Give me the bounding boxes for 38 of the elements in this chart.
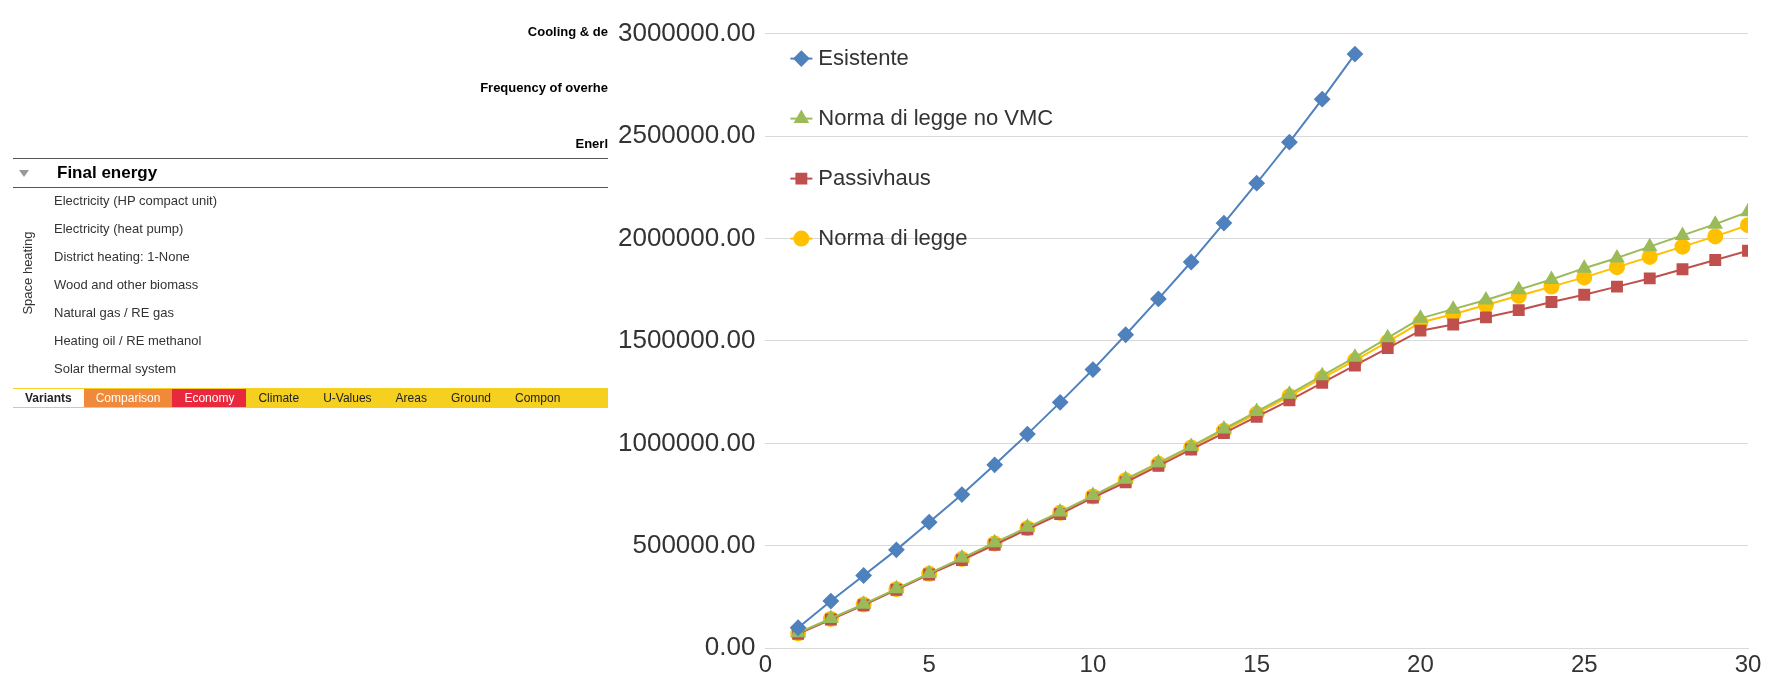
- legend-label: Passivhaus: [818, 164, 931, 190]
- x-tick-label: 0: [758, 650, 773, 678]
- legend-label: Esistente: [818, 44, 909, 70]
- text: District heating: 1-None: [54, 249, 191, 266]
- legend-label: Norma di legge no VMC: [818, 104, 1054, 130]
- y-tick-label: 3000000.00: [617, 16, 756, 47]
- text: Enerl: [575, 136, 608, 151]
- x-tick-label: 25: [1570, 650, 1598, 678]
- y-tick-label: 2000000.00: [617, 221, 756, 252]
- x-tick-label: 20: [1407, 650, 1434, 678]
- text: Final energy: [57, 163, 158, 183]
- text: Compon: [502, 389, 573, 407]
- y-tick-label: 1000000.00: [617, 426, 756, 457]
- text: Areas: [383, 389, 439, 407]
- text: Comparison: [83, 389, 173, 407]
- text: Cooling & de: [526, 24, 608, 41]
- text: Frequency of overhe: [479, 80, 608, 97]
- x-tick-label: 10: [1079, 650, 1107, 678]
- text: Variants: [13, 389, 84, 407]
- text: Economy: [172, 389, 247, 407]
- text: U-Values: [311, 389, 384, 407]
- text: Natural gas / RE gas: [54, 305, 175, 322]
- x-tick-label: 5: [922, 650, 936, 678]
- text: Wood and other biomass: [54, 277, 200, 294]
- x-tick-label: 15: [1243, 650, 1271, 678]
- text: Climate: [246, 389, 312, 407]
- text: Electricity (heat pump): [54, 221, 185, 238]
- text: Heating oil / RE methanol: [54, 333, 203, 350]
- y-tick-label: 2500000.00: [617, 119, 756, 150]
- text: Solar thermal system: [54, 361, 178, 378]
- legend-label: Norma di legge: [818, 224, 968, 250]
- y-tick-label: 0.00: [704, 631, 756, 662]
- text: Space heating: [20, 230, 35, 317]
- y-tick-label: 500000.00: [632, 528, 756, 559]
- text: Ground: [438, 389, 503, 407]
- x-tick-label: 30: [1734, 650, 1762, 678]
- y-tick-label: 1500000.00: [617, 324, 756, 355]
- text: Electricity (HP compact unit): [54, 193, 218, 210]
